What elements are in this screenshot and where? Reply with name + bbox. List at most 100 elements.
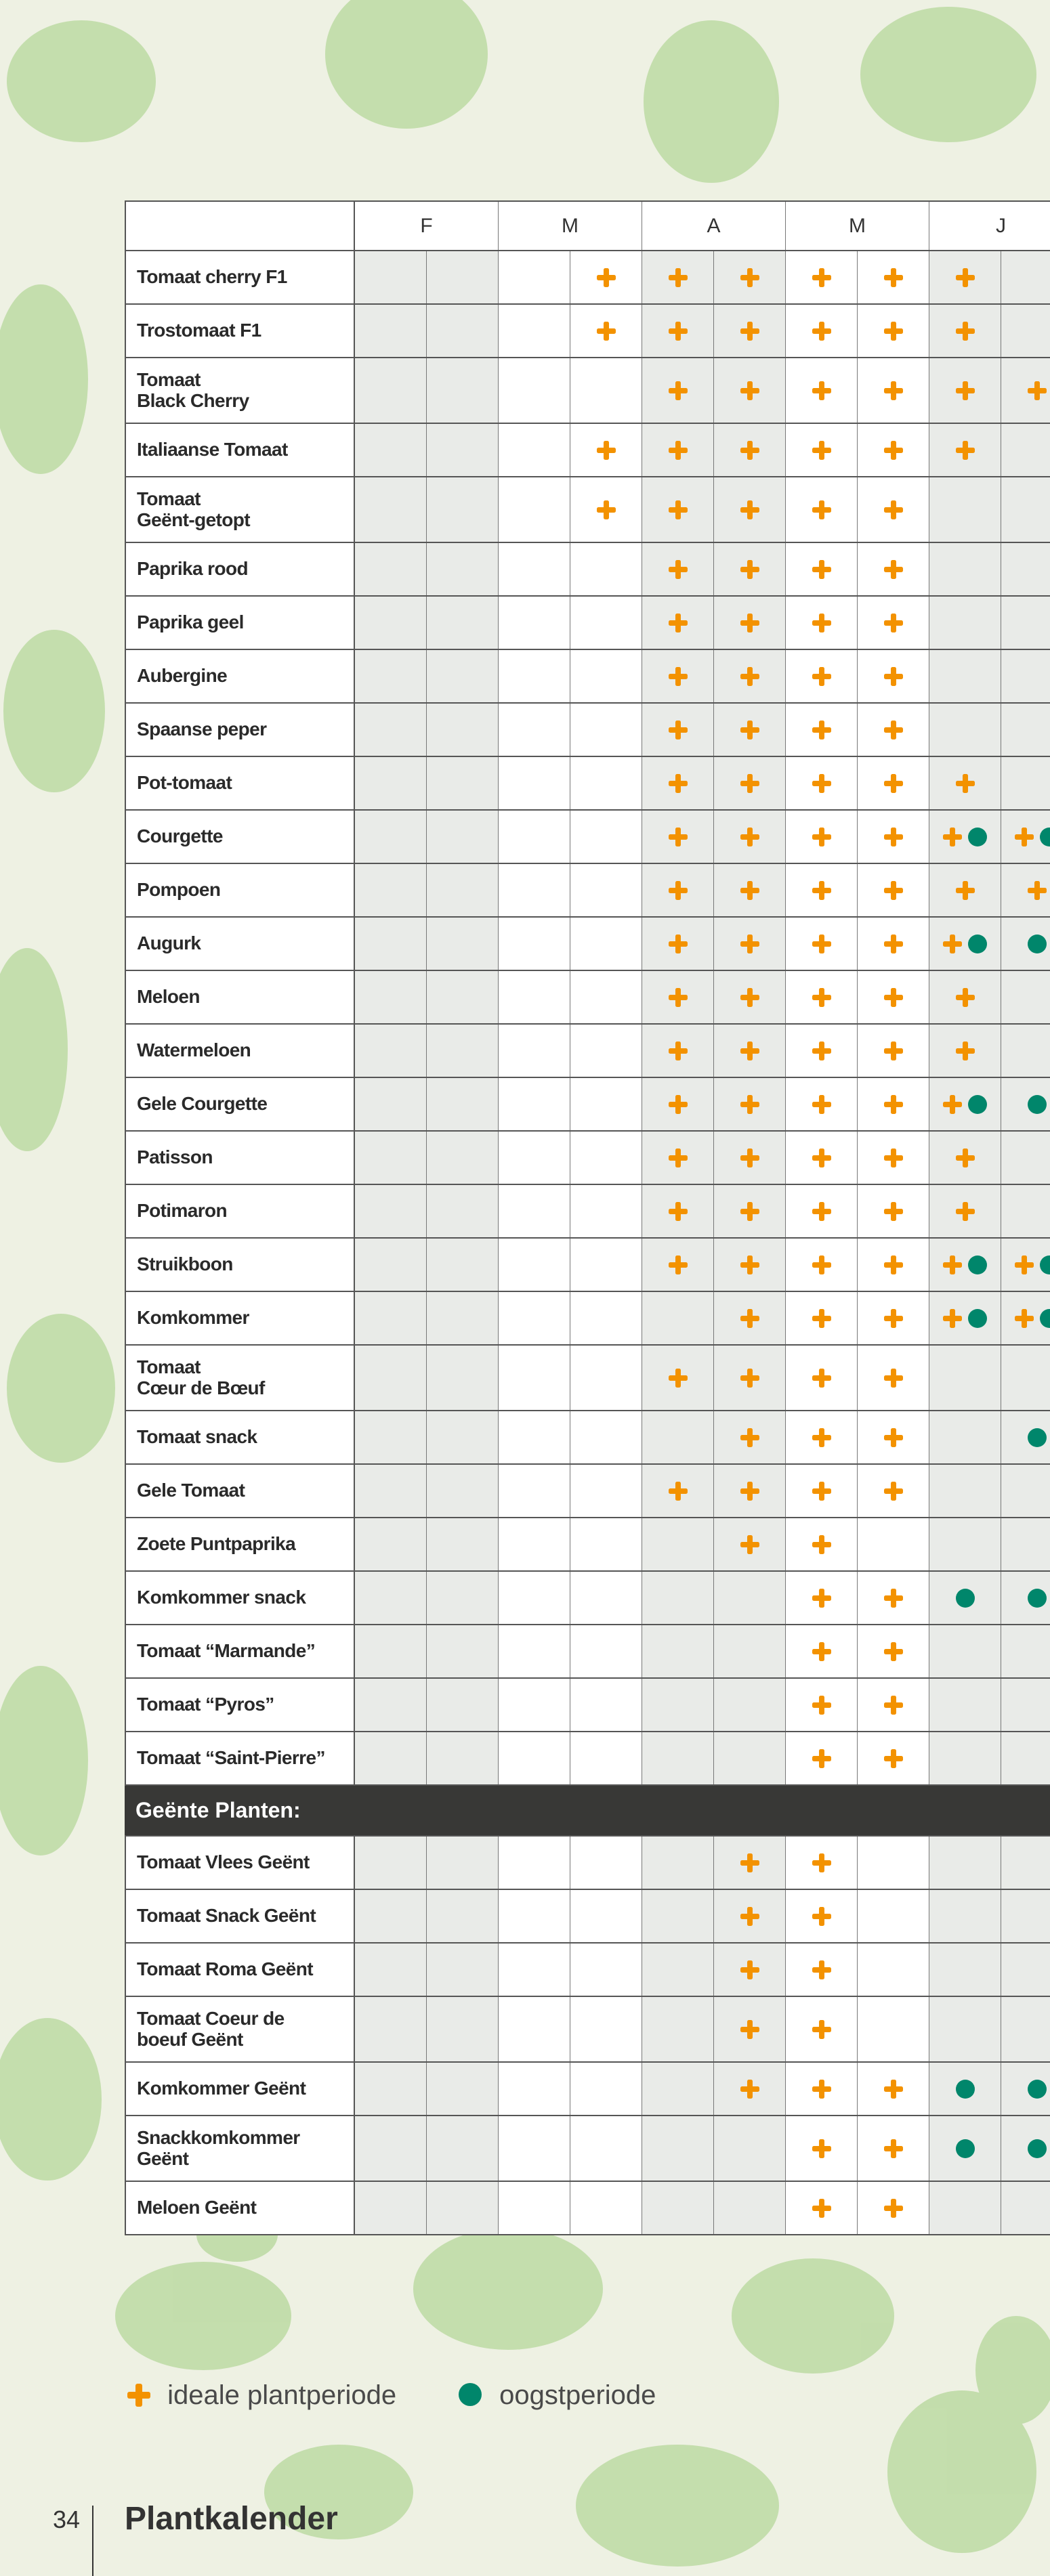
calendar-cell	[714, 1572, 786, 1624]
calendar-cell	[499, 1025, 570, 1077]
calendar-cell	[858, 1997, 929, 2061]
plant-mark	[668, 500, 688, 519]
plant-name: Gele Courgette	[125, 1078, 355, 1130]
calendar-cell	[642, 1025, 714, 1077]
calendar-cell	[642, 704, 714, 756]
calendar-cell	[355, 1411, 427, 1463]
plant-mark	[812, 267, 831, 287]
calendar-cell	[642, 1572, 714, 1624]
calendar-cell	[929, 1572, 1001, 1624]
calendar-cell	[1001, 1239, 1050, 1291]
plant-mark	[812, 2139, 831, 2158]
plant-row: Tomaat Coeur de boeuf Geënt	[125, 1997, 1050, 2063]
plant-mark	[883, 1308, 903, 1328]
calendar-cell	[427, 358, 499, 423]
calendar-cell	[1001, 1679, 1050, 1731]
calendar-cell	[786, 1944, 858, 1996]
plant-name: Trostomaat F1	[125, 305, 355, 357]
plant-mark	[740, 1481, 759, 1501]
calendar-cell	[1001, 358, 1050, 423]
calendar-cell	[929, 704, 1001, 756]
calendar-cell	[786, 1518, 858, 1570]
plant-mark	[668, 720, 688, 739]
calendar-cell	[1001, 1025, 1050, 1077]
calendar-cell	[929, 1732, 1001, 1784]
calendar-cell	[929, 757, 1001, 809]
calendar-cell	[929, 1890, 1001, 1942]
plant-mark	[668, 1041, 688, 1060]
calendar-cell	[786, 424, 858, 476]
calendar-cell	[714, 1239, 786, 1291]
plant-mark	[812, 2019, 831, 2039]
plant-mark	[955, 381, 975, 400]
calendar-cell	[714, 1837, 786, 1889]
calendar-cell	[570, 1411, 642, 1463]
calendar-cell	[355, 971, 427, 1023]
calendar-cell	[858, 1025, 929, 1077]
calendar-cell	[642, 918, 714, 970]
plant-row: Tomaat snack	[125, 1411, 1050, 1465]
plant-mark	[668, 1094, 688, 1114]
plant-mark	[812, 321, 831, 341]
calendar-cell	[642, 2116, 714, 2181]
calendar-cell	[929, 1944, 1001, 1996]
plant-mark	[812, 2198, 831, 2218]
plant-mark	[812, 440, 831, 460]
plant-name: Tomaat Cœur de Bœuf	[125, 1346, 355, 1410]
calendar-cell	[714, 1679, 786, 1731]
plant-mark	[668, 666, 688, 686]
calendar-cell	[786, 2182, 858, 2234]
calendar-cell	[858, 864, 929, 916]
plant-mark	[1014, 1308, 1034, 1328]
calendar-cell	[355, 1025, 427, 1077]
plant-mark	[812, 500, 831, 519]
plant-mark	[812, 613, 831, 632]
calendar-cell	[355, 1132, 427, 1184]
plant-mark	[668, 440, 688, 460]
calendar-cell	[714, 864, 786, 916]
calendar-cell	[499, 918, 570, 970]
calendar-cell	[499, 1132, 570, 1184]
calendar-cell	[499, 864, 570, 916]
plant-mark	[812, 1368, 831, 1388]
calendar-cell	[1001, 757, 1050, 809]
calendar-cell	[786, 597, 858, 649]
plant-mark	[668, 827, 688, 846]
calendar-cell	[642, 1625, 714, 1677]
legend-text: oogstperiode	[499, 2380, 656, 2410]
calendar-cell	[858, 2063, 929, 2115]
calendar-cell	[499, 1292, 570, 1344]
calendar-cell	[427, 305, 499, 357]
calendar-cell	[1001, 1346, 1050, 1410]
calendar-cell	[642, 650, 714, 702]
calendar-cell	[786, 1837, 858, 1889]
plant-row: Italiaanse Tomaat	[125, 424, 1050, 477]
plant-mark	[812, 1906, 831, 1926]
calendar-cell	[786, 1411, 858, 1463]
plant-mark	[942, 1094, 962, 1114]
calendar-cell	[786, 811, 858, 863]
calendar-cell	[858, 1465, 929, 1517]
harvest-mark	[1039, 1255, 1050, 1274]
calendar-cell	[355, 811, 427, 863]
calendar-cell	[786, 1572, 858, 1624]
calendar-cell	[570, 543, 642, 595]
calendar-cell	[1001, 971, 1050, 1023]
calendar-cell	[786, 650, 858, 702]
plant-mark	[740, 500, 759, 519]
plant-mark	[942, 827, 962, 846]
plant-row: Tomaat Roma Geënt	[125, 1944, 1050, 1997]
calendar-cell	[858, 358, 929, 423]
calendar-cell	[929, 918, 1001, 970]
plant-name: Watermeloen	[125, 1025, 355, 1077]
plant-mark	[668, 1481, 688, 1501]
section-header: Geënte Planten:	[125, 1786, 1050, 1837]
harvest-mark	[955, 2079, 975, 2099]
plant-mark	[740, 1853, 759, 1872]
calendar-cell	[499, 2182, 570, 2234]
calendar-cell	[929, 1346, 1001, 1410]
calendar-cell	[427, 2116, 499, 2181]
calendar-cell	[499, 1572, 570, 1624]
